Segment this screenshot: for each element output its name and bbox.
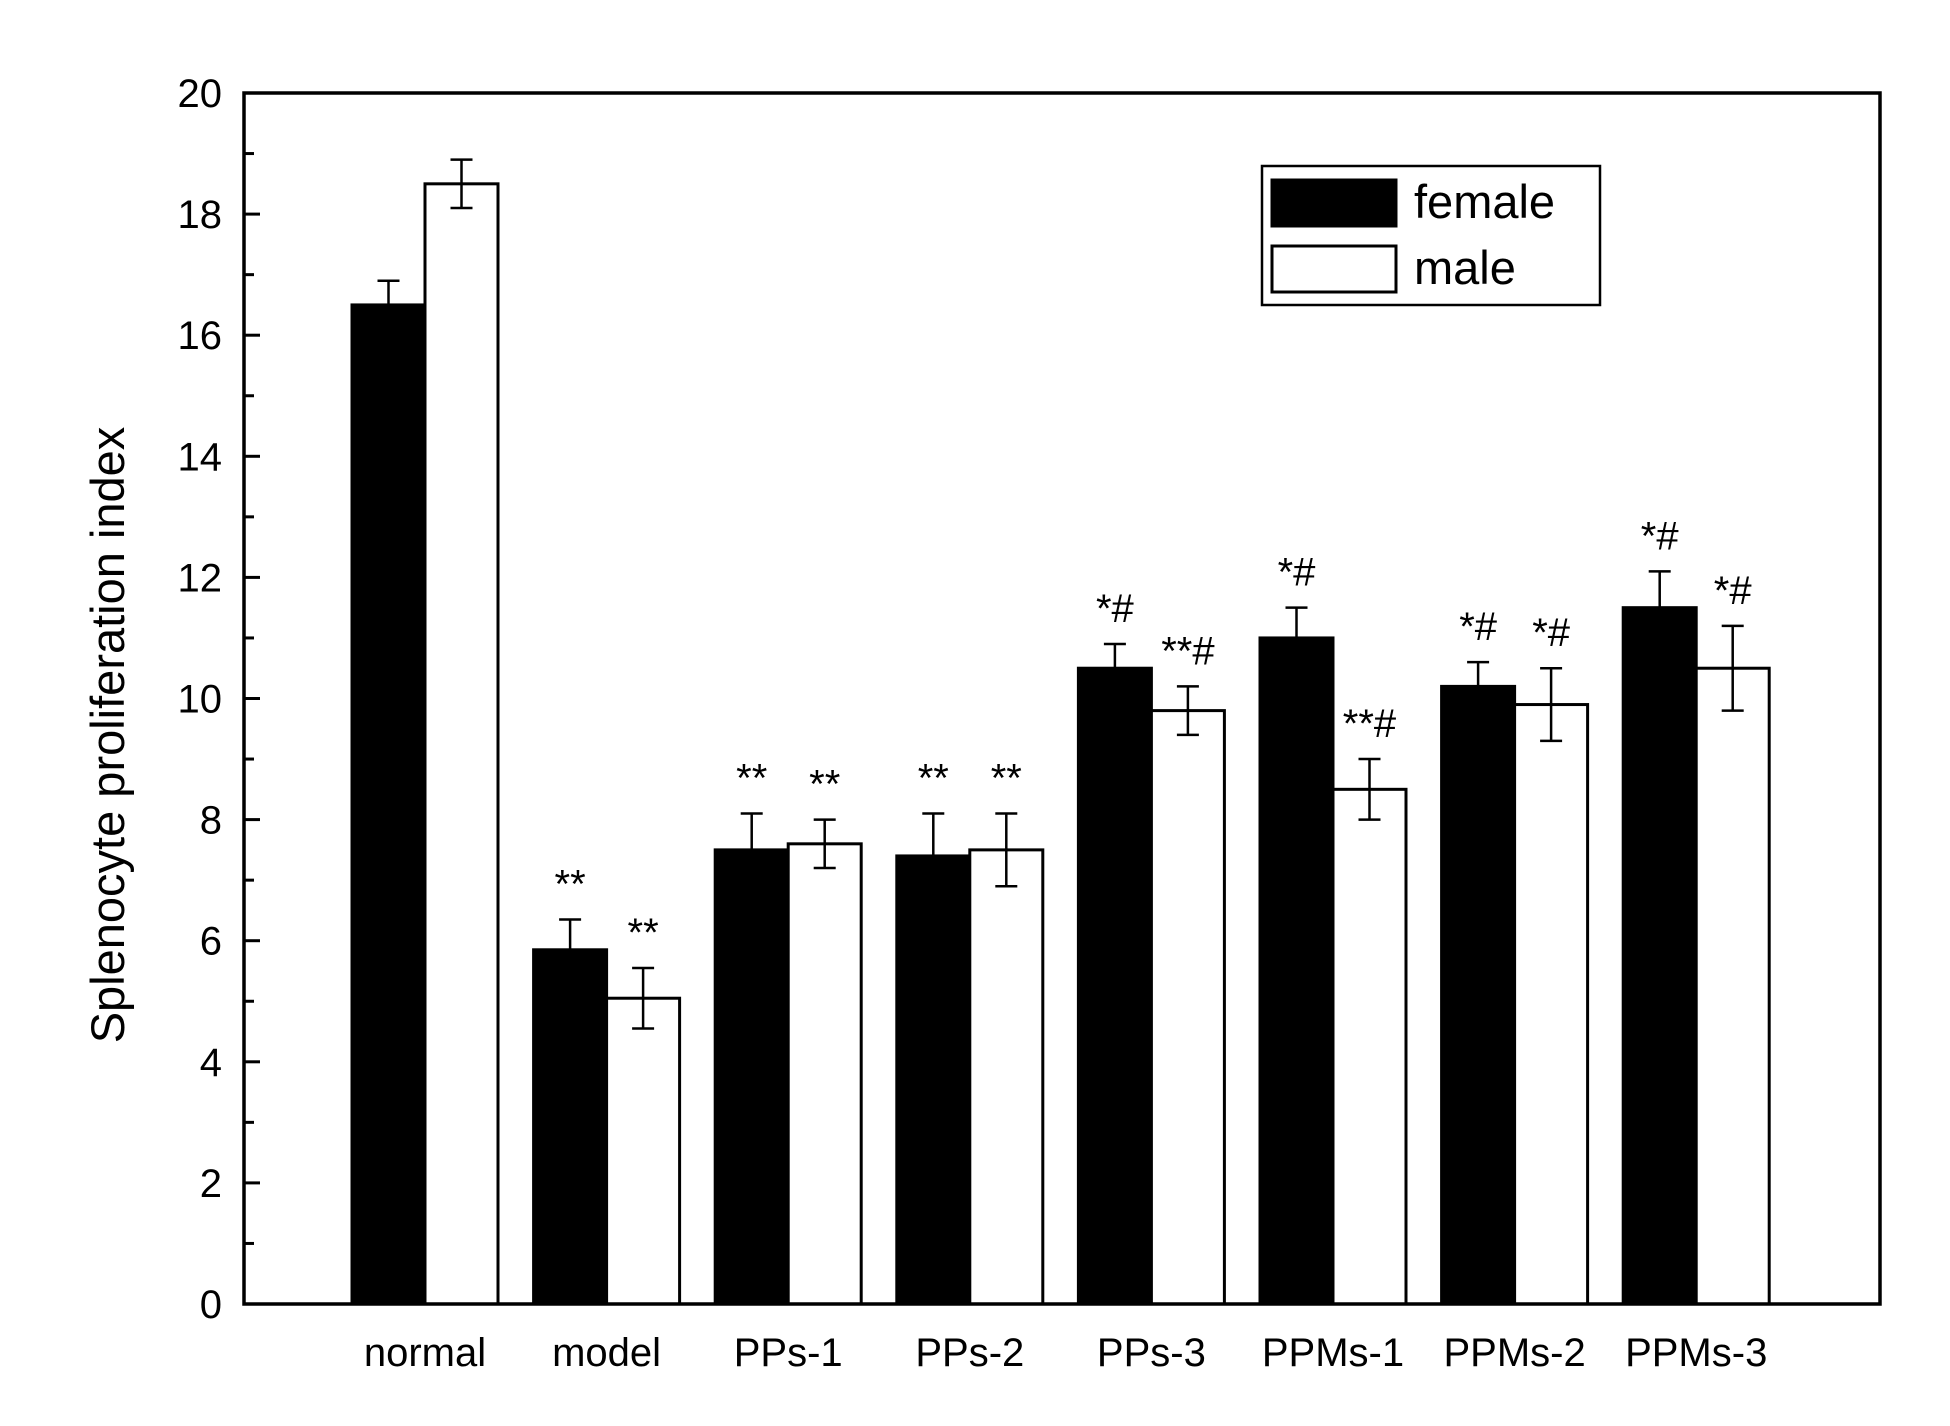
bar-male-model <box>605 996 682 1306</box>
x-tick-label: PPs-2 <box>915 1331 1024 1375</box>
x-tick-label: normal <box>364 1331 486 1375</box>
significance-label-male-model: ** <box>628 911 659 955</box>
y-tick-label: 18 <box>178 193 223 237</box>
bar-female-PPMs-1 <box>1258 636 1335 1306</box>
legend-label-female: female <box>1414 175 1555 228</box>
x-tick-label: PPs-1 <box>734 1331 843 1375</box>
significance-label-male-PPs-1: ** <box>809 763 840 807</box>
significance-label-female-PPs-3: *# <box>1096 587 1135 631</box>
bar-male-normal <box>423 182 500 1306</box>
y-tick-label: 6 <box>200 920 222 964</box>
significance-label-male-PPs-3: **# <box>1161 629 1215 673</box>
bar-female-PPMs-2 <box>1440 684 1517 1306</box>
y-tick-label: 16 <box>178 314 223 358</box>
y-axis-label: Splenocyte proliferation index <box>81 427 134 1044</box>
y-tick-label: 20 <box>178 72 223 116</box>
bar-female-PPs-3 <box>1076 666 1153 1306</box>
bar-female-model <box>532 948 609 1306</box>
bar-female-PPs-2 <box>895 854 972 1306</box>
x-tick-label: PPMs-3 <box>1625 1331 1767 1375</box>
bar-male-PPs-1 <box>786 842 863 1306</box>
legend-swatch-male <box>1270 244 1398 294</box>
legend: female male <box>1260 164 1602 307</box>
significance-label-male-PPMs-3: *# <box>1714 569 1753 613</box>
bar-female-normal <box>350 303 427 1306</box>
bar-male-PPs-2 <box>968 848 1045 1306</box>
legend-label-male: male <box>1414 241 1516 294</box>
x-tick-label: model <box>552 1331 661 1375</box>
x-tick-label: PPMs-1 <box>1262 1331 1404 1375</box>
y-tick-label: 10 <box>178 678 223 722</box>
significance-label-female-PPMs-2: *# <box>1459 605 1498 649</box>
x-tick-label: PPs-3 <box>1097 1331 1206 1375</box>
annotations-layer: ** ** ** *# *# *# *# ** ** ** **# **# *# *# <box>555 514 1753 955</box>
significance-label-female-PPMs-3: *# <box>1641 514 1680 558</box>
y-tick-label: 4 <box>200 1041 222 1085</box>
significance-label-male-PPMs-1: **# <box>1343 702 1397 746</box>
legend-swatch-female <box>1270 178 1398 228</box>
bars-layer <box>350 182 1771 1306</box>
error-bars-layer <box>377 158 1744 1030</box>
significance-label-female-PPs-2: ** <box>918 757 949 801</box>
significance-label-female-model: ** <box>555 863 586 907</box>
y-tick-label: 12 <box>178 556 223 600</box>
bar-male-PPs-3 <box>1149 709 1226 1306</box>
significance-label-female-PPMs-1: *# <box>1278 551 1317 595</box>
y-tick-label: 2 <box>200 1162 222 1206</box>
x-tick-label: PPMs-2 <box>1443 1331 1585 1375</box>
y-tick-label: 8 <box>200 799 222 843</box>
bar-female-PPMs-3 <box>1621 606 1698 1306</box>
bar-male-PPMs-3 <box>1694 666 1771 1306</box>
y-tick-label: 0 <box>200 1283 222 1327</box>
bar-female-PPs-1 <box>713 848 790 1306</box>
bar-male-PPMs-1 <box>1331 787 1408 1306</box>
significance-label-male-PPMs-2: *# <box>1532 611 1571 655</box>
axes-layer: 0 2 4 6 8 10 12 14 16 18 20 normal model PPs-1 PPs-2 PP… <box>178 72 1882 1375</box>
significance-label-female-PPs-1: ** <box>736 757 767 801</box>
y-tick-label: 14 <box>178 435 223 479</box>
bar-male-PPMs-2 <box>1513 703 1590 1306</box>
significance-label-male-PPs-2: ** <box>991 757 1022 801</box>
